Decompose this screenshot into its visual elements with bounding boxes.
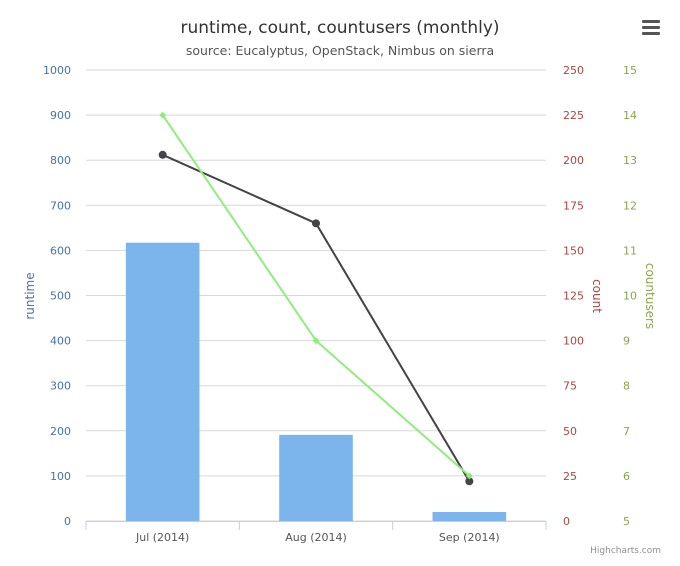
y-tick-label-runtime: 700 — [50, 199, 71, 212]
y-tick-label-countusers: 8 — [623, 380, 630, 393]
menu-bar — [642, 32, 660, 35]
x-tick-label: Sep (2014) — [439, 531, 500, 544]
bar-runtime — [125, 242, 200, 521]
y-tick-label-count: 150 — [563, 244, 584, 257]
x-tick-label: Aug (2014) — [285, 531, 347, 544]
y-tick-label-count: 175 — [563, 199, 584, 212]
point-countusers — [159, 111, 167, 119]
y-tick-label-runtime: 300 — [50, 380, 71, 393]
y-tick-label-count: 75 — [563, 380, 577, 393]
y-tick-label-countusers: 7 — [623, 425, 630, 438]
menu-bar — [642, 20, 660, 23]
y-tick-label-countusers: 10 — [623, 290, 637, 303]
y-tick-label-count: 250 — [563, 64, 584, 77]
axis-title-countusers: countusers — [643, 263, 657, 329]
y-tick-label-runtime: 600 — [50, 244, 71, 257]
y-tick-label-count: 25 — [563, 470, 577, 483]
y-tick-label-count: 50 — [563, 425, 577, 438]
y-tick-label-countusers: 9 — [623, 335, 630, 348]
bar-runtime — [432, 511, 507, 521]
axis-title-count: count — [590, 279, 604, 313]
credits-link[interactable]: Highcharts.com — [590, 546, 661, 556]
y-tick-label-runtime: 900 — [50, 109, 71, 122]
y-tick-label-runtime: 0 — [64, 515, 71, 528]
point-count — [312, 219, 320, 228]
hamburger-menu-icon[interactable] — [640, 18, 662, 38]
line-count — [162, 153, 471, 482]
y-tick-label-count: 125 — [563, 290, 584, 303]
y-axis-countusers: 5 6 7 8 9 10 11 12 13 14 15 — [623, 64, 637, 528]
point-countusers — [312, 337, 320, 345]
y-tick-label-count: 200 — [563, 154, 584, 167]
y-tick-label-countusers: 13 — [623, 154, 637, 167]
series-lines — [158, 111, 474, 486]
y-tick-label-runtime: 200 — [50, 425, 71, 438]
y-tick-label-count: 0 — [563, 515, 570, 528]
y-axis-runtime: 0 100 200 300 400 500 600 700 800 900 1000 — [43, 64, 71, 528]
point-countusers — [465, 472, 473, 480]
y-tick-label-countusers: 6 — [623, 470, 630, 483]
point-count — [465, 477, 474, 486]
y-tick-label-runtime: 1000 — [43, 64, 71, 77]
y-tick-label-runtime: 400 — [50, 335, 71, 348]
y-tick-label-count: 225 — [563, 109, 584, 122]
y-tick-label-runtime: 100 — [50, 470, 71, 483]
chart-subtitle: source: Eucalyptus, OpenStack, Nimbus on… — [186, 43, 494, 58]
y-tick-label-runtime: 800 — [50, 154, 71, 167]
x-axis: Jul (2014) Aug (2014) Sep (2014) — [85, 521, 547, 544]
runtime-bars — [125, 242, 507, 521]
x-tick-label: Jul (2014) — [135, 531, 189, 544]
y-tick-label-count: 100 — [563, 335, 584, 348]
bar-runtime — [279, 434, 353, 521]
y-tick-label-runtime: 500 — [50, 290, 71, 303]
y-axis-count: 0 25 50 75 100 125 150 175 200 225 250 — [563, 64, 584, 528]
axis-title-runtime: runtime — [23, 272, 37, 319]
y-tick-label-countusers: 12 — [623, 199, 637, 212]
y-tick-label-countusers: 11 — [623, 244, 637, 257]
chart-title: runtime, count, countusers (monthly) — [180, 18, 499, 38]
y-tick-label-countusers: 15 — [623, 64, 637, 77]
menu-bar — [642, 26, 660, 29]
y-tick-label-countusers: 14 — [623, 109, 637, 122]
y-tick-label-countusers: 5 — [623, 515, 630, 528]
point-count — [158, 150, 167, 159]
